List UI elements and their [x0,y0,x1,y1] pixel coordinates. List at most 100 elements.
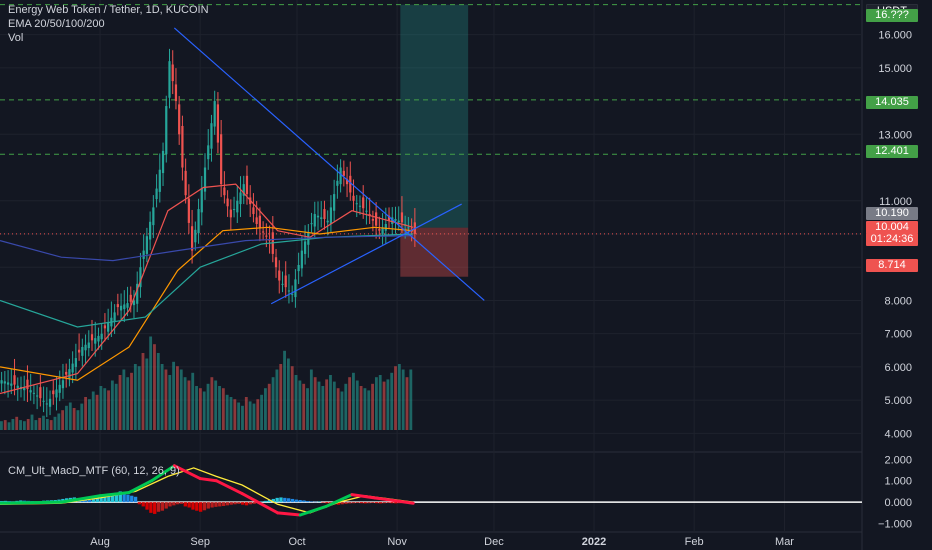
volume-bar [42,415,45,430]
price-tag-top: 16.??? [866,9,918,22]
candle-body [16,385,19,388]
macd-histogram-bar [390,502,394,504]
macd-histogram-bar [271,498,275,503]
macd-histogram-bar [183,502,187,507]
trendline-descending [173,27,485,301]
candle-body [378,229,381,231]
candle-body [61,380,65,389]
candle-body [326,220,329,223]
macd-histogram-bar [294,499,298,503]
macd-histogram-bar [386,502,390,503]
macd-line-segment [98,491,131,498]
volume-bar [202,391,206,430]
macd-histogram-bar [168,502,172,507]
price-tag-resistance-1: 14.035 [866,96,918,109]
price-tick-label: 8.000 [884,295,912,307]
time-tick-label: Dec [484,536,504,548]
time-tick-label: Feb [685,536,704,548]
macd-histogram-bar [309,501,314,503]
volume-bar [298,380,302,430]
macd-histogram-bar [344,502,348,504]
candle-body [126,303,129,308]
volume-bar [229,397,233,430]
volume-bar [309,369,313,430]
volume-bar [183,377,187,430]
macd-histogram-bar [214,502,218,507]
volume-bar [53,416,57,430]
macd-tick-label: 0.000 [884,497,912,509]
macd-histogram-bar [210,502,214,508]
candle-body [113,312,116,322]
price-tag-stop: 8.714 [866,259,918,272]
candle-body [294,279,297,298]
candle-body [145,236,149,254]
candle-body [391,217,394,225]
macd-histogram-bar [195,502,199,511]
volume-bar [382,381,386,430]
macd-histogram-bar [118,491,122,503]
volume-bar [279,364,283,430]
candle-body [375,212,378,226]
volume-bar [38,417,42,430]
macd-histogram-bar [286,498,291,503]
candle-body [200,188,203,213]
macd-legend[interactable]: CM_Ult_MacD_MTF (60, 12, 26, 9) [8,465,180,477]
price-tag-last: 10.004 [866,221,918,234]
candle-body [81,346,84,356]
volume-bar [80,403,84,430]
candle-body [284,275,287,288]
macd-histogram-bar [306,501,310,503]
candle-body [13,375,16,385]
candle-body [100,333,103,340]
volume-bar [317,381,321,430]
volume-bar [114,383,118,430]
macd-histogram-bar [145,502,149,510]
volume-bar [405,377,409,430]
symbol-legend[interactable]: Energy Web Token / Tether, 1D, KUCOIN [8,4,209,16]
volume-bar [352,372,355,430]
macd-histogram-bar [355,502,360,503]
volume-bar [133,364,137,430]
macd-histogram-bar [156,502,161,512]
candle-body [194,229,197,243]
candle-body [274,257,278,268]
macd-histogram-bar [267,500,272,503]
candle-body [323,209,326,220]
volume-bar [172,361,176,430]
volume-bar [271,377,275,430]
volume-bar [397,364,401,430]
candle-body [371,219,375,221]
macd-line-segment [172,464,202,481]
volume-bar [137,366,141,430]
candle-body [258,215,262,229]
volume-bar [164,369,168,430]
volume-bar [248,401,252,430]
price-tick-label: 11.000 [879,196,912,208]
macd-line-segment [59,494,102,504]
ema-line [0,226,414,381]
price-tick-label: 4.000 [884,428,912,440]
macd-histogram-bar [221,502,226,506]
candle-body [268,239,271,241]
volume-bar [332,381,336,430]
price-tick-label: 16.000 [878,30,912,42]
macd-line-segment [198,477,218,483]
candle-body [190,226,194,251]
candle-body [310,223,313,225]
volume-bar [329,375,332,430]
volume-bar [153,344,156,430]
candle-body [287,290,291,292]
volume-legend[interactable]: Vol [8,32,24,44]
candle-body [129,294,132,302]
macd-histogram-bar [352,502,356,504]
macd-line-segment [373,496,415,505]
volume-bar [187,380,191,430]
ema-legend[interactable]: EMA 20/50/100/200 [8,18,105,30]
macd-histogram-bar [191,502,195,510]
time-tick-label: Aug [90,536,110,548]
candle-body [3,381,6,384]
macd-line-segment [324,493,354,508]
price-tick-label: 5.000 [884,395,912,407]
macd-histogram-bar [336,502,341,505]
